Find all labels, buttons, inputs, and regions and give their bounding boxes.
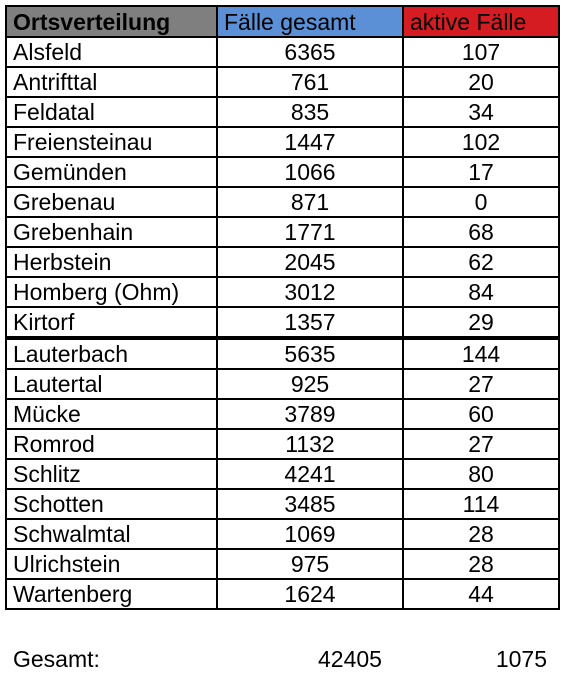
active-cases-cell: 60 [402, 398, 560, 430]
total-cases-cell: 5635 [216, 336, 404, 370]
location-cell: Schwalmtal [5, 518, 218, 550]
location-cell: Schlitz [5, 458, 218, 490]
total-cases-cell: 2045 [216, 246, 404, 278]
table-body: Alsfeld 6365 107 Antrifttal 761 20 Feldatal 835… [5, 36, 560, 610]
table-row: Wartenberg 1624 44 [5, 578, 560, 610]
table-row: Antrifttal 761 20 [5, 66, 560, 98]
header-total-cases: Fälle gesamt [216, 5, 404, 38]
active-cases-cell: 44 [402, 578, 560, 610]
table-row: Schotten 3485 114 [5, 488, 560, 520]
table-row: Schlitz 4241 80 [5, 458, 560, 490]
active-cases-cell: 62 [402, 246, 560, 278]
header-active-cases: aktive Fälle [402, 5, 560, 38]
location-cell: Herbstein [5, 246, 218, 278]
location-cell: Kirtorf [5, 306, 218, 339]
location-cell: Alsfeld [5, 36, 218, 68]
total-cases-cell: 4241 [216, 458, 404, 490]
total-cases-cell: 1357 [216, 306, 404, 339]
location-cell: Schotten [5, 488, 218, 520]
table-row: Mücke 3789 60 [5, 398, 560, 430]
table-row: Feldatal 835 34 [5, 96, 560, 128]
location-cell: Freiensteinau [5, 126, 218, 158]
active-cases-cell: 0 [402, 186, 560, 218]
total-cases-cell: 925 [216, 368, 404, 400]
table-row: Kirtorf 1357 29 [5, 306, 560, 339]
table-row: Herbstein 2045 62 [5, 246, 560, 278]
active-cases-cell: 102 [402, 126, 560, 158]
active-cases-cell: 84 [402, 276, 560, 308]
active-cases-cell: 34 [402, 96, 560, 128]
total-cases-cell: 835 [216, 96, 404, 128]
active-cases-cell: 28 [402, 548, 560, 580]
total-label: Gesamt: [13, 646, 100, 672]
active-cases-sum: 1075 [495, 646, 547, 672]
active-cases-cell: 27 [402, 428, 560, 460]
total-cases-cell: 1066 [216, 156, 404, 188]
location-cell: Homberg (Ohm) [5, 276, 218, 308]
total-cases-cell: 871 [216, 186, 404, 218]
table-row: Freiensteinau 1447 102 [5, 126, 560, 158]
total-cases-cell: 1624 [216, 578, 404, 610]
active-cases-cell: 28 [402, 518, 560, 550]
location-cell: Romrod [5, 428, 218, 460]
total-cases-sum: 42405 [318, 646, 382, 672]
total-cases-cell: 3485 [216, 488, 404, 520]
table-row: Homberg (Ohm) 3012 84 [5, 276, 560, 308]
active-cases-cell: 68 [402, 216, 560, 248]
location-cell: Gemünden [5, 156, 218, 188]
total-cases-cell: 975 [216, 548, 404, 580]
table-row: Alsfeld 6365 107 [5, 36, 560, 68]
total-row: Gesamt: 42405 1075 [13, 644, 553, 674]
total-cases-cell: 3789 [216, 398, 404, 430]
table-row: Romrod 1132 27 [5, 428, 560, 460]
total-cases-cell: 3012 [216, 276, 404, 308]
total-cases-cell: 1069 [216, 518, 404, 550]
active-cases-cell: 107 [402, 36, 560, 68]
active-cases-cell: 27 [402, 368, 560, 400]
location-cell: Lautertal [5, 368, 218, 400]
table-row: Grebenau 871 0 [5, 186, 560, 218]
location-cell: Antrifttal [5, 66, 218, 98]
location-cell: Feldatal [5, 96, 218, 128]
table-row: Gemünden 1066 17 [5, 156, 560, 188]
location-cell: Grebenau [5, 186, 218, 218]
total-cases-cell: 761 [216, 66, 404, 98]
active-cases-cell: 20 [402, 66, 560, 98]
total-cases-cell: 1771 [216, 216, 404, 248]
table-header-row: Ortsverteilung Fälle gesamt aktive Fälle [5, 5, 560, 38]
location-cell: Ulrichstein [5, 548, 218, 580]
table-row: Ulrichstein 975 28 [5, 548, 560, 580]
active-cases-cell: 29 [402, 306, 560, 339]
table-row: Lauterbach 5635 144 [5, 336, 560, 370]
location-cell: Lauterbach [5, 336, 218, 370]
total-cases-cell: 1132 [216, 428, 404, 460]
table-row: Grebenhain 1771 68 [5, 216, 560, 248]
table-row: Lautertal 925 27 [5, 368, 560, 400]
active-cases-cell: 144 [402, 336, 560, 370]
case-distribution-table: Ortsverteilung Fälle gesamt aktive Fälle… [5, 5, 560, 610]
location-cell: Wartenberg [5, 578, 218, 610]
active-cases-cell: 114 [402, 488, 560, 520]
location-cell: Grebenhain [5, 216, 218, 248]
header-location: Ortsverteilung [5, 5, 218, 38]
total-cases-cell: 1447 [216, 126, 404, 158]
total-cases-cell: 6365 [216, 36, 404, 68]
active-cases-cell: 80 [402, 458, 560, 490]
table-row: Schwalmtal 1069 28 [5, 518, 560, 550]
active-cases-cell: 17 [402, 156, 560, 188]
location-cell: Mücke [5, 398, 218, 430]
